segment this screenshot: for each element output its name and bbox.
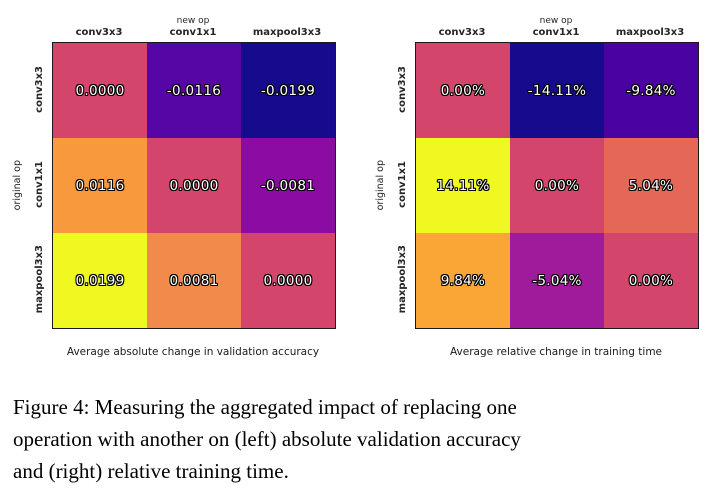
cell-value: 0.00% — [628, 272, 674, 289]
column-label: conv1x1 — [169, 27, 217, 38]
left-top-axis: conv3x3 new op conv1x1 maxpool3x3 — [8, 4, 334, 42]
cell-value: -14.11% — [527, 82, 587, 99]
cell-value: 5.04% — [628, 177, 674, 194]
heatmap-cell: -14.11% — [510, 43, 604, 138]
spacer — [8, 4, 52, 42]
right-heatmap-body: original op conv3x3 conv1x1 maxpool3x3 — [371, 42, 699, 329]
heatmap-cell: 9.84% — [416, 233, 510, 328]
row-header: conv3x3 — [389, 42, 415, 137]
row-label: maxpool3x3 — [396, 245, 408, 314]
cell-value: 0.00% — [534, 177, 580, 194]
cell-value: 0.00% — [440, 82, 486, 99]
column-header: new op conv1x1 — [146, 4, 240, 42]
cell-value: 0.0000 — [263, 272, 313, 289]
heatmap-cell: -5.04% — [510, 233, 604, 328]
heatmap-cell: 0.0000 — [241, 233, 335, 328]
caption-line: and (right) relative training time. — [13, 459, 289, 483]
column-header: conv3x3 — [415, 4, 509, 42]
heatmap-cell: 0.0116 — [53, 138, 147, 233]
new-op-axis-label: new op — [539, 16, 573, 26]
column-header: maxpool3x3 — [240, 4, 334, 42]
left-heatmap-caption: Average absolute change in validation ac… — [66, 346, 320, 358]
row-label: conv1x1 — [33, 161, 45, 208]
column-label: maxpool3x3 — [615, 27, 685, 38]
cell-value: 0.0000 — [169, 177, 219, 194]
figure-caption: Figure 4: Measuring the aggregated impac… — [8, 391, 708, 487]
right-heatmap: conv3x3 new op conv1x1 maxpool3x3 origin… — [371, 4, 699, 358]
heatmap-cell: 0.0000 — [147, 138, 241, 233]
column-header: conv3x3 — [52, 4, 146, 42]
original-op-axis: original op — [371, 42, 389, 329]
original-op-axis: original op — [8, 42, 26, 329]
column-header: new op conv1x1 — [509, 4, 603, 42]
original-op-axis-label: original op — [374, 160, 386, 211]
spacer — [371, 4, 415, 42]
cell-value: 9.84% — [440, 272, 486, 289]
cell-value: -0.0116 — [166, 82, 222, 99]
heatmap-cell: -0.0199 — [241, 43, 335, 138]
row-header: maxpool3x3 — [389, 232, 415, 327]
caption-line: Figure 4: Measuring the aggregated impac… — [13, 395, 517, 419]
cell-value: -9.84% — [626, 82, 676, 99]
left-heatmap-body: original op conv3x3 conv1x1 maxpool3x3 — [8, 42, 336, 329]
cell-value: -5.04% — [532, 272, 582, 289]
right-heatmap-caption: Average relative change in training time — [449, 346, 663, 358]
right-row-headers: original op conv3x3 conv1x1 maxpool3x3 — [371, 42, 415, 329]
heatmap-cell: 0.00% — [510, 138, 604, 233]
row-labels: conv3x3 conv1x1 maxpool3x3 — [26, 42, 52, 329]
heatmap-cell: 0.0081 — [147, 233, 241, 328]
figure-4: conv3x3 new op conv1x1 maxpool3x3 origin… — [8, 4, 708, 487]
column-label: conv3x3 — [438, 27, 486, 38]
left-row-headers: original op conv3x3 conv1x1 maxpool3x3 — [8, 42, 52, 329]
row-header: conv1x1 — [26, 137, 52, 232]
right-top-axis: conv3x3 new op conv1x1 maxpool3x3 — [371, 4, 697, 42]
left-heatmap-grid: 0.0000 -0.0116 -0.0199 0.0116 0.0000 — [52, 42, 336, 329]
original-op-axis-label: original op — [11, 160, 23, 211]
row-label: maxpool3x3 — [33, 245, 45, 314]
heatmap-cell: 14.11% — [416, 138, 510, 233]
row-header: conv3x3 — [26, 42, 52, 137]
caption-line: operation with another on (left) absolut… — [13, 427, 521, 451]
heatmap-cell: -0.0116 — [147, 43, 241, 138]
row-labels: conv3x3 conv1x1 maxpool3x3 — [389, 42, 415, 329]
row-label: conv1x1 — [396, 161, 408, 208]
heatmap-cell: -9.84% — [604, 43, 698, 138]
cell-value: 14.11% — [436, 177, 490, 194]
column-header: maxpool3x3 — [603, 4, 697, 42]
column-label: conv3x3 — [75, 27, 123, 38]
column-label: maxpool3x3 — [252, 27, 322, 38]
right-heatmap-grid: 0.00% -14.11% -9.84% 14.11% 0.00% — [415, 42, 699, 329]
cell-value: 0.0081 — [169, 272, 219, 289]
cell-value: -0.0199 — [260, 82, 316, 99]
heatmap-cell: 0.00% — [604, 233, 698, 328]
cell-value: -0.0081 — [260, 177, 316, 194]
new-op-axis-label: new op — [176, 16, 210, 26]
row-label: conv3x3 — [396, 66, 408, 113]
left-heatmap: conv3x3 new op conv1x1 maxpool3x3 origin… — [8, 4, 336, 358]
heatmap-row: conv3x3 new op conv1x1 maxpool3x3 origin… — [8, 4, 708, 358]
heatmap-cell: 5.04% — [604, 138, 698, 233]
left-column-headers: conv3x3 new op conv1x1 maxpool3x3 — [52, 4, 334, 42]
cell-value: 0.0199 — [75, 272, 125, 289]
heatmap-cell: 0.00% — [416, 43, 510, 138]
cell-value: 0.0116 — [75, 177, 125, 194]
row-header: maxpool3x3 — [26, 232, 52, 327]
row-header: conv1x1 — [389, 137, 415, 232]
heatmap-cell: 0.0000 — [53, 43, 147, 138]
cell-value: 0.0000 — [75, 82, 125, 99]
heatmap-cell: 0.0199 — [53, 233, 147, 328]
row-label: conv3x3 — [33, 66, 45, 113]
column-label: conv1x1 — [532, 27, 580, 38]
right-column-headers: conv3x3 new op conv1x1 maxpool3x3 — [415, 4, 697, 42]
heatmap-cell: -0.0081 — [241, 138, 335, 233]
